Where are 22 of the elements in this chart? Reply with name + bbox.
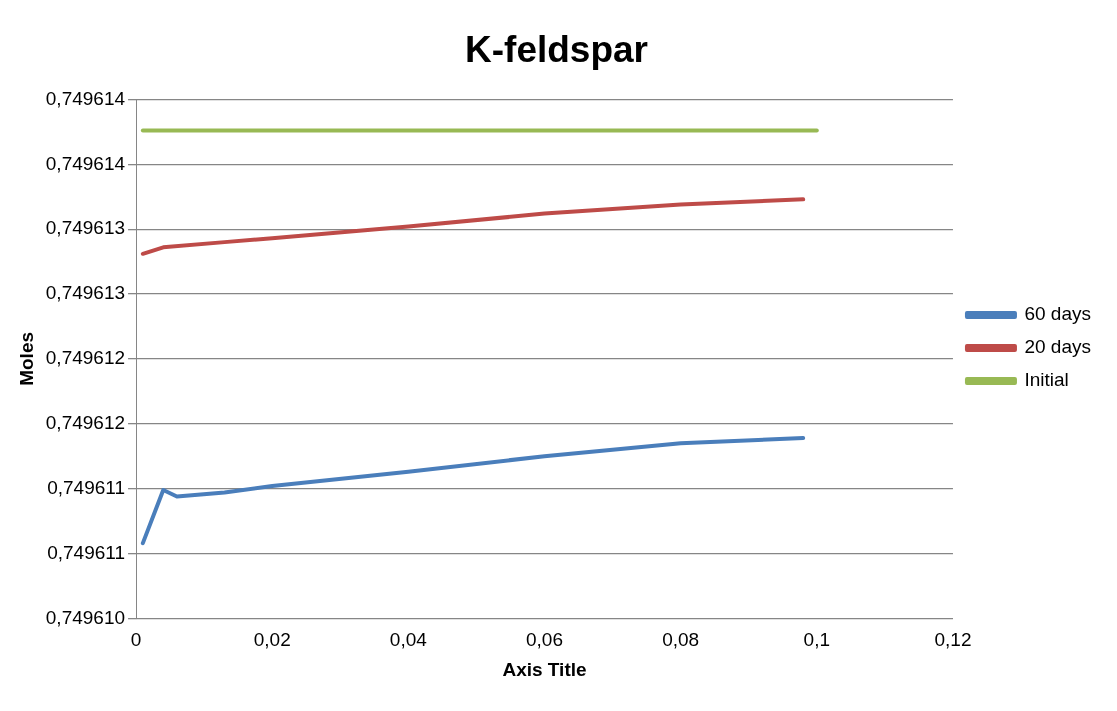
y-tick-label: 0,749612	[45, 412, 126, 434]
legend-label: 60 days	[1024, 303, 1091, 325]
x-tick-label: 0,04	[389, 629, 428, 651]
x-tick-label: 0,1	[803, 629, 831, 651]
y-tick-label: 0,749612	[45, 347, 126, 369]
y-tick-label: 0,749613	[45, 282, 126, 304]
x-tick-label: 0,12	[934, 629, 972, 651]
chart-title: K-feldspar	[465, 29, 648, 71]
y-axis-title: Moles	[15, 331, 37, 386]
legend-label: Initial	[1024, 369, 1069, 391]
legend-label: 20 days	[1024, 336, 1091, 358]
x-tick-label: 0,06	[526, 629, 563, 651]
y-tick-label: 0,749610	[45, 606, 126, 628]
x-axis-title: Axis Title	[502, 658, 587, 680]
x-tick-label: 0	[130, 629, 142, 651]
y-tick-label: 0,749613	[45, 217, 126, 239]
y-tick-label: 0,749611	[47, 476, 126, 498]
y-tick-label: 0,749614	[45, 152, 126, 174]
y-tick-label: 0,749614	[45, 87, 126, 109]
x-tick-label: 0,08	[662, 629, 700, 651]
x-tick-label: 0,02	[253, 629, 291, 651]
y-tick-label: 0,749611	[47, 541, 126, 563]
